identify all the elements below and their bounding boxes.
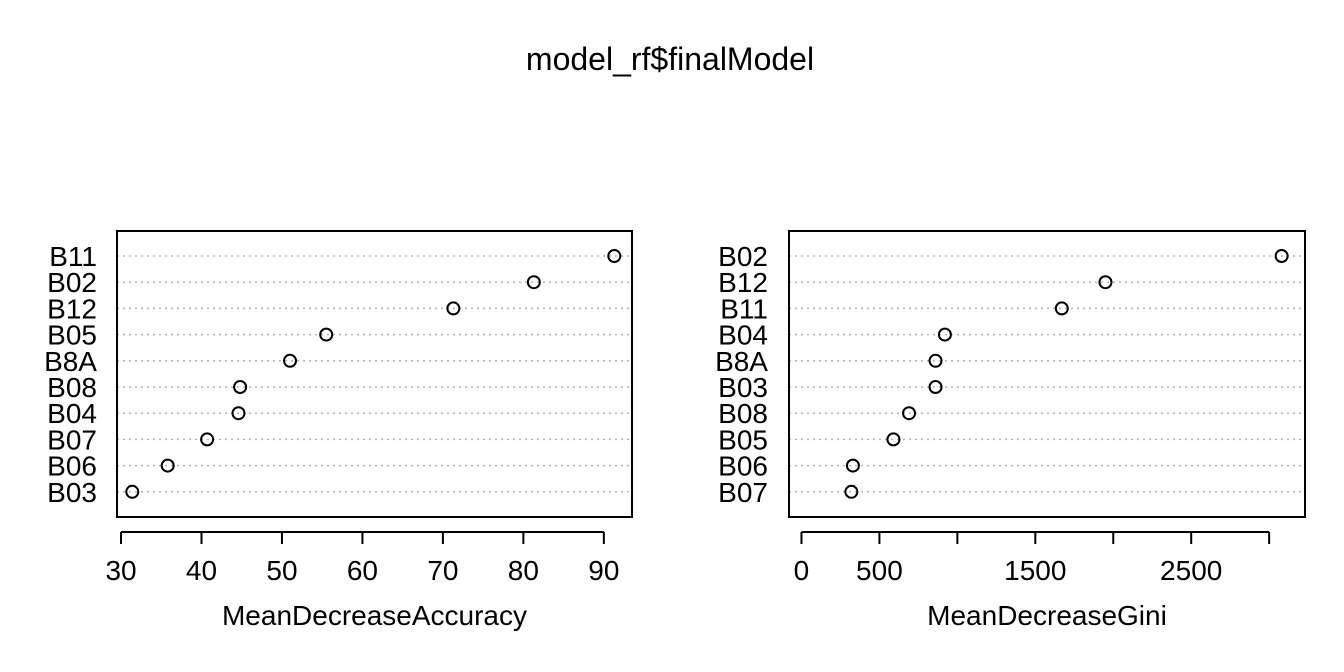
data-point [125,484,140,499]
plot-frame [788,230,1306,518]
category-label: B05 [47,320,97,351]
data-point [902,406,917,421]
data-point [886,432,901,447]
chart-title: model_rf$finalModel [526,41,814,77]
category-label: B07 [47,424,97,455]
x-tick-label: 90 [588,555,619,586]
category-label: B08 [47,372,97,403]
data-point [1274,249,1289,263]
category-label: B07 [718,477,768,508]
x-tick-label: 60 [347,555,378,586]
category-label: B8A [44,346,97,377]
x-tick-label: 80 [508,555,539,586]
x-tick-label: 30 [105,555,136,586]
x-tick-label: 40 [186,555,217,586]
data-point [526,275,541,290]
data-point [1098,275,1113,290]
x-tick-label: 0 [794,555,810,586]
plot-frame [116,230,633,518]
x-axis-label: MeanDecreaseGini [927,600,1167,631]
data-point [607,249,622,263]
data-point [928,380,943,394]
category-label: B03 [718,372,768,403]
category-label: B8A [715,346,768,377]
category-label: B05 [718,424,768,455]
category-label: B04 [47,398,97,429]
category-label: B12 [47,293,97,324]
category-label: B02 [718,241,768,272]
x-tick-label: 1500 [1004,555,1066,586]
x-tick-label: 70 [427,555,458,586]
data-point [845,458,860,473]
category-label: B06 [718,451,768,482]
data-point [233,380,248,394]
data-point [937,327,952,342]
category-label: B08 [718,398,768,429]
category-label: B11 [720,293,768,324]
x-tick-label: 500 [856,555,903,586]
category-label: B12 [718,267,768,298]
category-label: B02 [47,267,97,298]
data-point [200,432,215,447]
data-point [1054,301,1069,316]
data-point [283,353,298,368]
category-label: B11 [49,241,97,272]
category-label: B03 [47,477,97,508]
data-point [446,301,461,316]
category-label: B06 [47,451,97,482]
data-point [231,406,246,421]
x-axis-label: MeanDecreaseAccuracy [222,600,527,631]
data-point [928,353,943,368]
data-point [844,484,859,499]
x-tick-label: 50 [266,555,297,586]
data-point [319,327,334,342]
data-point [160,458,175,473]
category-label: B04 [718,320,768,351]
x-tick-label: 2500 [1160,555,1222,586]
